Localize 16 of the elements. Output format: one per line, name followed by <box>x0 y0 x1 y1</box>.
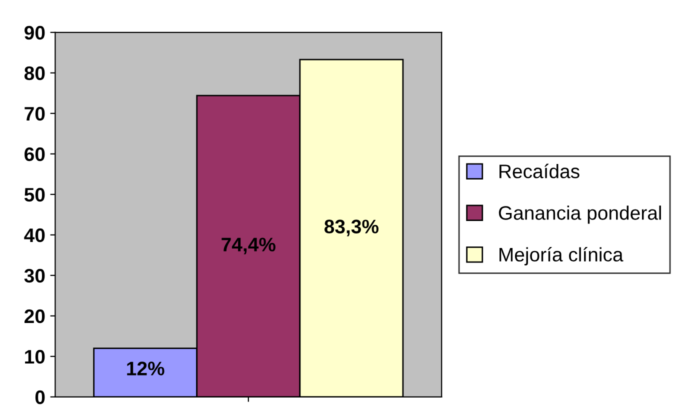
y-tick-label: 90 <box>24 26 45 40</box>
y-tick-label: 20 <box>24 309 45 324</box>
y-tick-label: 10 <box>25 350 45 364</box>
y-tick-label: 50 <box>24 188 45 202</box>
legend-label: Recaídas <box>500 164 580 178</box>
legend-label: Ganancia ponderal <box>498 206 661 224</box>
y-tick-label: 40 <box>24 228 45 242</box>
y-tick-label: 0 <box>35 390 45 404</box>
data-label: 12% <box>127 362 164 376</box>
y-tick-label: 70 <box>24 106 45 121</box>
legend-label: Mejoría clínica <box>500 247 624 266</box>
y-tick-label: 60 <box>24 147 45 162</box>
data-label: 83,3% <box>324 220 378 236</box>
data-label: 74,4% <box>222 238 276 254</box>
y-tick-label: 30 <box>24 268 45 283</box>
y-tick-label: 80 <box>24 66 45 80</box>
